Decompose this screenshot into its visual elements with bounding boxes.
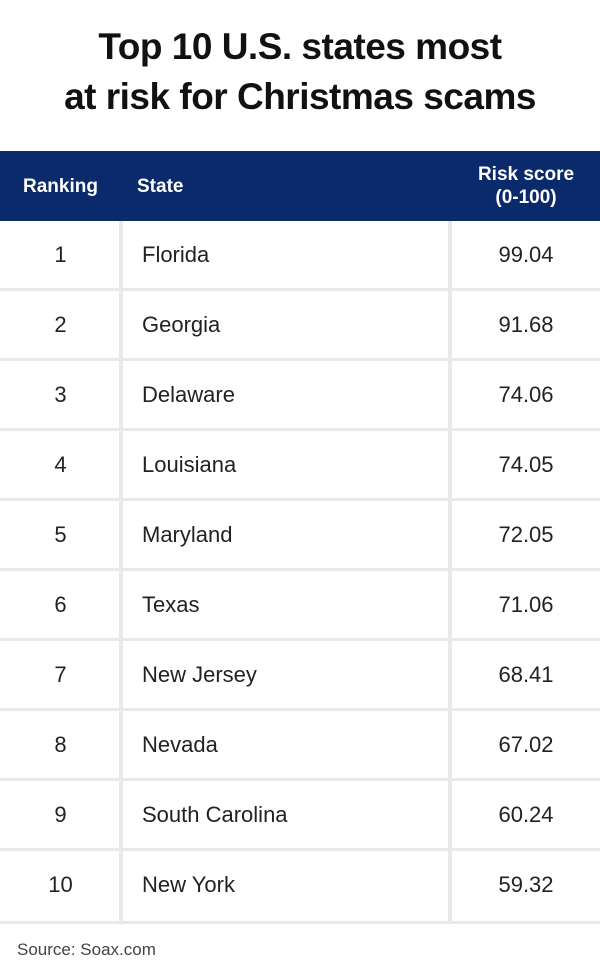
table-row: 5 Maryland 72.05 <box>0 498 600 568</box>
table-header: Ranking State Risk score (0-100) <box>0 151 600 221</box>
header-risk-score: Risk score (0-100) <box>452 151 600 221</box>
table-row: 4 Louisiana 74.05 <box>0 428 600 498</box>
state-cell: Florida <box>142 241 210 267</box>
rank-cell: 2 <box>54 311 67 337</box>
risk-score-cell: 60.24 <box>498 801 554 827</box>
state-cell: Georgia <box>142 311 221 337</box>
state-cell: New York <box>142 871 235 897</box>
rank-cell: 8 <box>54 731 67 757</box>
rank-cell: 9 <box>54 801 67 827</box>
table-row: 2 Georgia 91.68 <box>0 288 600 358</box>
risk-score-cell: 72.05 <box>498 521 554 547</box>
header-risk-score-line-1: Risk score <box>477 164 575 185</box>
table-row: 9 South Carolina 60.24 <box>0 778 600 848</box>
risk-score-cell: 74.06 <box>498 381 554 407</box>
rank-cell: 7 <box>54 661 67 687</box>
risk-score-cell: 91.68 <box>498 311 554 337</box>
column-divider-1 <box>119 221 123 921</box>
state-cell: Maryland <box>142 521 233 547</box>
header-state: State <box>137 175 184 197</box>
table-row: 10 New York 59.32 <box>0 848 600 918</box>
chart-title-line-2: at risk for Christmas scams <box>64 76 536 117</box>
header-ranking: Ranking <box>23 175 98 197</box>
risk-score-cell: 74.05 <box>498 451 554 477</box>
table-row: 7 New Jersey 68.41 <box>0 638 600 708</box>
state-cell: Nevada <box>142 731 218 757</box>
table-row: 6 Texas 71.06 <box>0 568 600 638</box>
ranking-table: Ranking State Risk score (0-100) 1 Florid… <box>0 151 600 918</box>
state-cell: Delaware <box>142 381 235 407</box>
rank-cell: 4 <box>54 451 67 477</box>
state-cell: Louisiana <box>142 451 237 477</box>
table-row: 1 Florida 99.04 <box>0 221 600 288</box>
state-cell: Texas <box>142 591 200 617</box>
risk-score-cell: 59.32 <box>498 871 554 897</box>
table-body: 1 Florida 99.04 2 Georgia 91.68 3 Delaware 74.06… <box>0 221 600 918</box>
rank-cell: 5 <box>54 521 67 547</box>
column-divider-2 <box>448 221 452 921</box>
table-row: 8 Nevada 67.02 <box>0 708 600 778</box>
risk-score-cell: 99.04 <box>498 241 554 267</box>
rank-cell: 10 <box>48 871 73 897</box>
risk-score-cell: 67.02 <box>498 731 554 757</box>
header-risk-score-line-2: (0-100) <box>495 187 557 208</box>
rank-cell: 6 <box>54 591 67 617</box>
state-cell: New Jersey <box>142 661 257 687</box>
rank-cell: 3 <box>54 381 67 407</box>
state-cell: South Carolina <box>142 801 288 827</box>
rank-cell: 1 <box>54 241 67 267</box>
chart-title: Top 10 U.S. states most at risk for Chri… <box>0 22 600 122</box>
risk-score-cell: 68.41 <box>498 661 554 687</box>
table-bottom-line <box>0 921 600 924</box>
risk-score-cell: 71.06 <box>498 591 554 617</box>
source-note: Source: Soax.com <box>17 940 156 959</box>
table-row: 3 Delaware 74.06 <box>0 358 600 428</box>
chart-title-line-1: Top 10 U.S. states most <box>98 26 502 67</box>
